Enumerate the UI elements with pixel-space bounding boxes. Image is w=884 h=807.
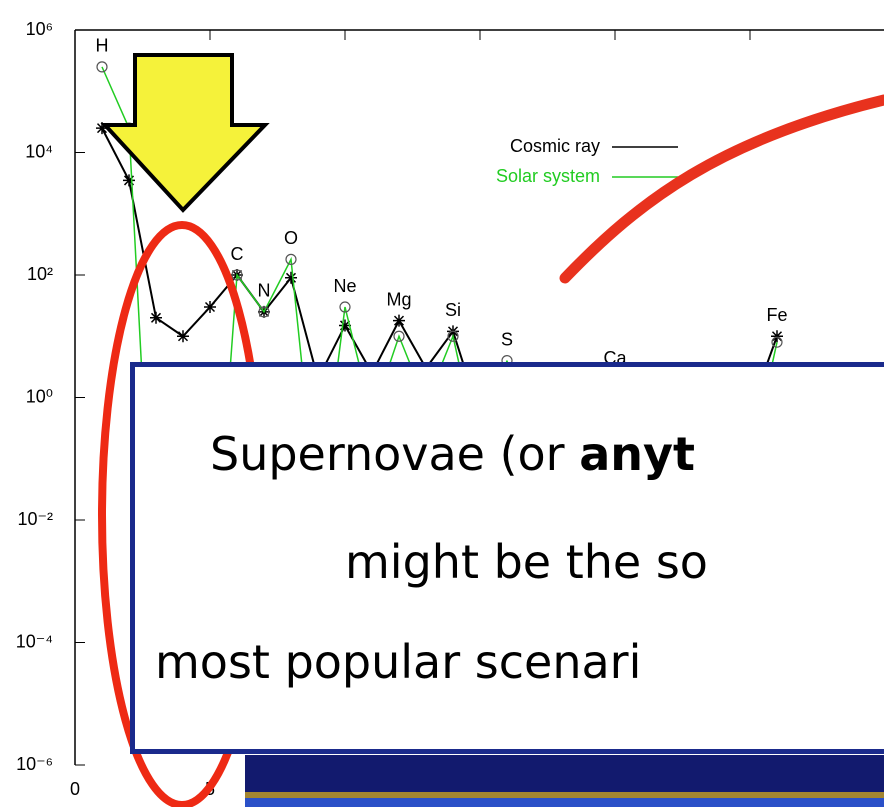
x-tick-label: 0 bbox=[70, 779, 80, 799]
element-label: Ne bbox=[333, 276, 356, 296]
element-label: H bbox=[96, 36, 109, 56]
yellow-arrow bbox=[105, 55, 265, 210]
element-label: C bbox=[231, 244, 244, 264]
element-label: S bbox=[501, 329, 513, 349]
y-tick-label: 10⁰ bbox=[26, 386, 53, 406]
y-tick-label: 10⁻⁶ bbox=[16, 754, 53, 774]
nebula-band bbox=[245, 792, 884, 798]
line-3: most popular scenari bbox=[155, 635, 641, 689]
element-label: N bbox=[258, 281, 271, 301]
element-label: Si bbox=[445, 300, 461, 320]
point bbox=[285, 272, 297, 284]
red-scribble bbox=[565, 100, 884, 278]
point bbox=[204, 301, 216, 313]
y-tick-label: 10⁴ bbox=[25, 141, 53, 161]
y-tick-label: 10⁻² bbox=[17, 509, 53, 529]
y-tick-label: 10⁶ bbox=[26, 19, 53, 39]
y-tick-label: 10² bbox=[27, 264, 53, 284]
point bbox=[177, 330, 189, 342]
point bbox=[393, 315, 405, 327]
line-1-bold: anyt bbox=[579, 427, 695, 481]
text-box: Supernovae (or anyt might be the so most… bbox=[130, 362, 884, 754]
slide: 10⁶10⁴10²10⁰10⁻²10⁻⁴10⁻⁶0510152025Cosmic… bbox=[0, 0, 884, 807]
line-1: Supernovae (or bbox=[210, 427, 565, 481]
element-label: Fe bbox=[766, 305, 787, 325]
legend-label: Solar system bbox=[496, 166, 600, 186]
element-label: O bbox=[284, 228, 298, 248]
nebula-glow bbox=[245, 798, 884, 807]
point bbox=[150, 312, 162, 324]
line-2: might be the so bbox=[345, 535, 708, 589]
legend-label: Cosmic ray bbox=[510, 136, 600, 156]
point bbox=[123, 174, 135, 186]
y-tick-label: 10⁻⁴ bbox=[16, 631, 53, 651]
element-label: Mg bbox=[386, 289, 411, 309]
